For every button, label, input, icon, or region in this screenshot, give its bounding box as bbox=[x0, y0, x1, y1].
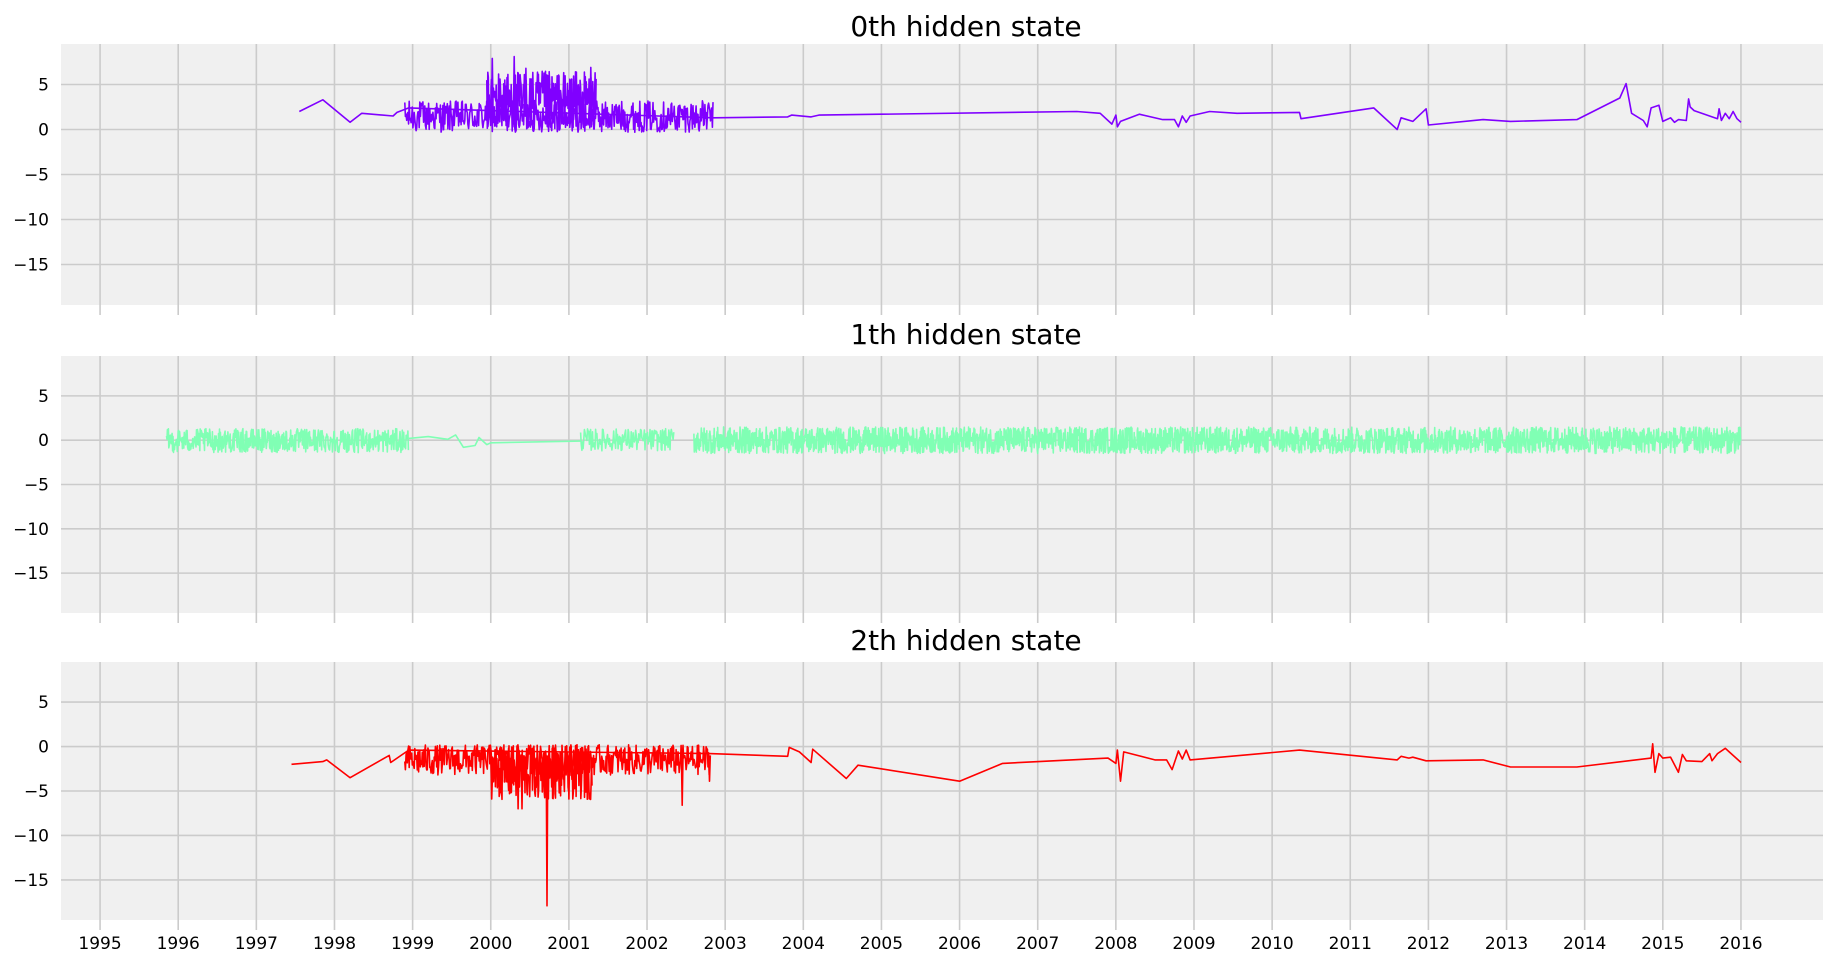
x-tick-label: 2008 bbox=[1094, 934, 1137, 954]
x-tick-label: 1996 bbox=[157, 934, 200, 954]
x-tick-label: 2012 bbox=[1407, 934, 1450, 954]
y-tick-label: −5 bbox=[24, 782, 49, 802]
x-tick-label: 2014 bbox=[1563, 934, 1606, 954]
x-tick-label: 2009 bbox=[1172, 934, 1215, 954]
series-spike bbox=[520, 755, 524, 810]
series-line bbox=[291, 743, 1742, 782]
x-tick-label: 2002 bbox=[625, 934, 668, 954]
series-spike bbox=[503, 79, 507, 117]
y-tick-label: −10 bbox=[13, 520, 49, 540]
series-noise-segment bbox=[693, 426, 1742, 455]
x-tick-label: 1997 bbox=[235, 934, 278, 954]
x-tick-label: 2015 bbox=[1641, 934, 1684, 954]
series-noise-segment bbox=[165, 427, 410, 454]
y-tick-label: 0 bbox=[38, 121, 49, 141]
series-spike bbox=[512, 55, 516, 117]
x-tick-label: 2016 bbox=[1719, 934, 1762, 954]
y-tick-label: −15 bbox=[13, 256, 49, 276]
y-tick-label: 5 bbox=[38, 693, 49, 713]
series-spike bbox=[490, 57, 494, 117]
x-tick-label: 2006 bbox=[938, 934, 981, 954]
x-tick-label: 2005 bbox=[860, 934, 903, 954]
series-spike bbox=[680, 755, 684, 806]
series-line bbox=[408, 434, 581, 449]
y-tick-label: −10 bbox=[13, 826, 49, 846]
series-spike bbox=[524, 67, 528, 117]
panel-title: 2th hidden state bbox=[850, 624, 1081, 657]
series-spike bbox=[547, 75, 551, 117]
series-line bbox=[298, 82, 1742, 131]
y-tick-label: 0 bbox=[38, 738, 49, 758]
series-noise-segment bbox=[579, 427, 675, 452]
x-tick-label: 1999 bbox=[391, 934, 434, 954]
panel-0: 5 0 −5 −10 −15 0th hidden state bbox=[13, 10, 1823, 315]
x-tick-label: 2000 bbox=[469, 934, 512, 954]
panel-1: 5 0 −5 −10 −15 1th hidden state bbox=[13, 318, 1823, 623]
x-tick-label: 2010 bbox=[1250, 934, 1293, 954]
y-tick-label: −10 bbox=[13, 211, 49, 231]
y-tick-label: −5 bbox=[24, 166, 49, 186]
x-tick-label: 2004 bbox=[782, 934, 825, 954]
series-spike bbox=[516, 755, 520, 810]
x-tick-label: 2011 bbox=[1329, 934, 1372, 954]
y-tick-label: −15 bbox=[13, 871, 49, 891]
y-tick-label: −5 bbox=[24, 476, 49, 496]
y-tick-label: 5 bbox=[38, 387, 49, 407]
panel-title: 1th hidden state bbox=[850, 318, 1081, 351]
y-tick-label: 5 bbox=[38, 76, 49, 96]
series-spike bbox=[567, 755, 571, 800]
y-tick-label: −15 bbox=[13, 564, 49, 584]
x-tick-label: 1995 bbox=[78, 934, 121, 954]
x-tick-label: 1998 bbox=[313, 934, 356, 954]
x-tick-label: 2007 bbox=[1016, 934, 1059, 954]
series-spike bbox=[545, 755, 549, 907]
panel-2: 5 0 −5 −10 −15 1995 1996 1997 1998 1999 2000 2001 20… bbox=[13, 624, 1823, 954]
x-tick-label: 2013 bbox=[1485, 934, 1528, 954]
series-spike bbox=[589, 66, 593, 117]
panel-title: 0th hidden state bbox=[850, 10, 1081, 43]
series-noise-segment bbox=[490, 744, 593, 801]
series-spike bbox=[708, 755, 712, 782]
x-tick-label: 2003 bbox=[704, 934, 747, 954]
x-tick-label: 2001 bbox=[547, 934, 590, 954]
y-tick-label: 0 bbox=[38, 431, 49, 451]
